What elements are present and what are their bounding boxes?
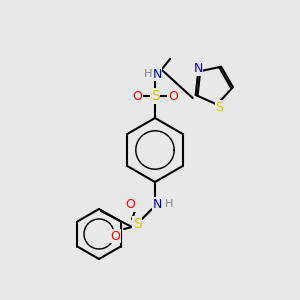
Text: O: O [110,230,120,242]
Text: N: N [152,68,162,80]
Text: O: O [125,199,135,212]
Text: S: S [151,89,159,103]
Text: S: S [133,217,141,231]
Text: O: O [168,89,178,103]
Text: O: O [132,89,142,103]
Text: N: N [194,62,203,75]
Text: S: S [215,101,223,114]
Text: N: N [152,197,162,211]
Text: H: H [144,69,152,79]
Text: H: H [165,199,173,209]
